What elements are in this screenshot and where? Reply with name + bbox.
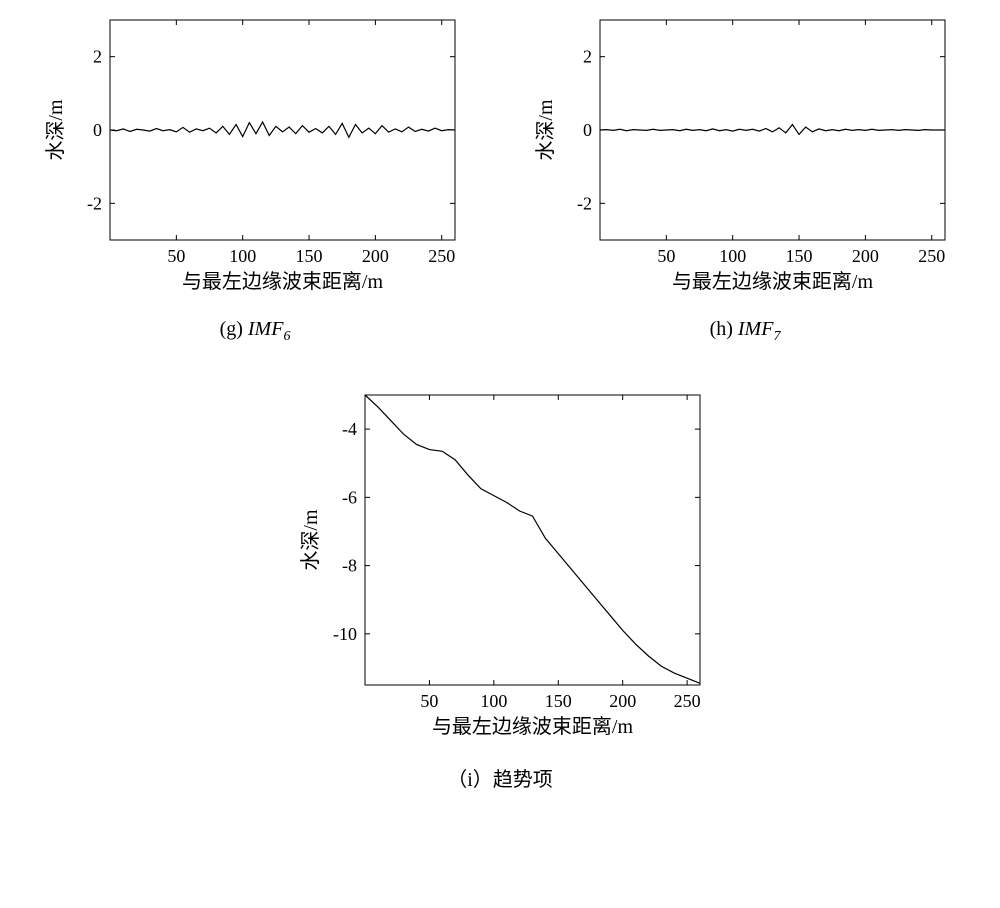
svg-text:-6: -6	[342, 487, 357, 507]
svg-text:100: 100	[719, 246, 746, 266]
caption-g-sub: 6	[283, 329, 290, 344]
panel-h: 50 100 150 200 250 -2 0 2 与最左边缘波束距离/m 水深/m (h) IM…	[530, 10, 960, 345]
svg-text:与最左边缘波束距离/m: 与最左边缘波束距离/m	[182, 270, 384, 293]
caption-g-prefix: (g)	[220, 318, 248, 340]
svg-text:0: 0	[93, 120, 102, 140]
svg-text:150: 150	[786, 246, 813, 266]
svg-text:2: 2	[583, 47, 592, 67]
svg-text:200: 200	[852, 246, 879, 266]
caption-g: (g) IMF6	[220, 318, 291, 345]
caption-h: (h) IMF7	[710, 318, 781, 345]
panel-i: 50 100 150 200 250 -10 -8 -6 -4 与最左边缘波束距离/m 水深/m （…	[285, 385, 715, 792]
svg-text:100: 100	[480, 691, 507, 711]
svg-text:50: 50	[420, 691, 438, 711]
svg-text:250: 250	[918, 246, 945, 266]
svg-text:50: 50	[167, 246, 185, 266]
caption-h-prefix: (h)	[710, 318, 738, 340]
svg-text:0: 0	[583, 120, 592, 140]
caption-i: （i）趋势项	[447, 763, 553, 792]
svg-text:200: 200	[362, 246, 389, 266]
svg-text:-4: -4	[342, 419, 357, 439]
svg-text:-2: -2	[577, 193, 592, 213]
caption-h-label: IMF	[738, 318, 774, 340]
svg-text:水深/m: 水深/m	[44, 99, 67, 161]
svg-text:水深/m: 水深/m	[299, 509, 322, 571]
svg-text:-2: -2	[87, 193, 102, 213]
svg-text:250: 250	[428, 246, 455, 266]
caption-h-sub: 7	[773, 329, 780, 344]
svg-text:水深/m: 水深/m	[534, 99, 557, 161]
svg-text:2: 2	[93, 47, 102, 67]
svg-text:-10: -10	[333, 624, 357, 644]
caption-g-label: IMF	[248, 318, 284, 340]
caption-i-prefix: （i）	[447, 769, 493, 791]
svg-text:100: 100	[229, 246, 256, 266]
chart-i: 50 100 150 200 250 -10 -8 -6 -4 与最左边缘波束距离/m 水深/m	[285, 385, 715, 745]
svg-text:-8: -8	[342, 556, 357, 576]
svg-text:150: 150	[296, 246, 323, 266]
caption-i-text: 趋势项	[493, 769, 553, 791]
svg-text:与最左边缘波束距离/m: 与最左边缘波束距离/m	[432, 715, 634, 738]
panel-g: 50 100 150 200 250 -2 0 2 与最左边缘波束距离/m 水深/m (g) IM…	[40, 10, 470, 345]
svg-text:150: 150	[545, 691, 572, 711]
chart-g: 50 100 150 200 250 -2 0 2 与最左边缘波束距离/m 水深/m	[40, 10, 470, 300]
svg-text:50: 50	[657, 246, 675, 266]
svg-text:200: 200	[609, 691, 636, 711]
svg-text:250: 250	[674, 691, 701, 711]
chart-h: 50 100 150 200 250 -2 0 2 与最左边缘波束距离/m 水深/m	[530, 10, 960, 300]
svg-text:与最左边缘波束距离/m: 与最左边缘波束距离/m	[672, 270, 874, 293]
